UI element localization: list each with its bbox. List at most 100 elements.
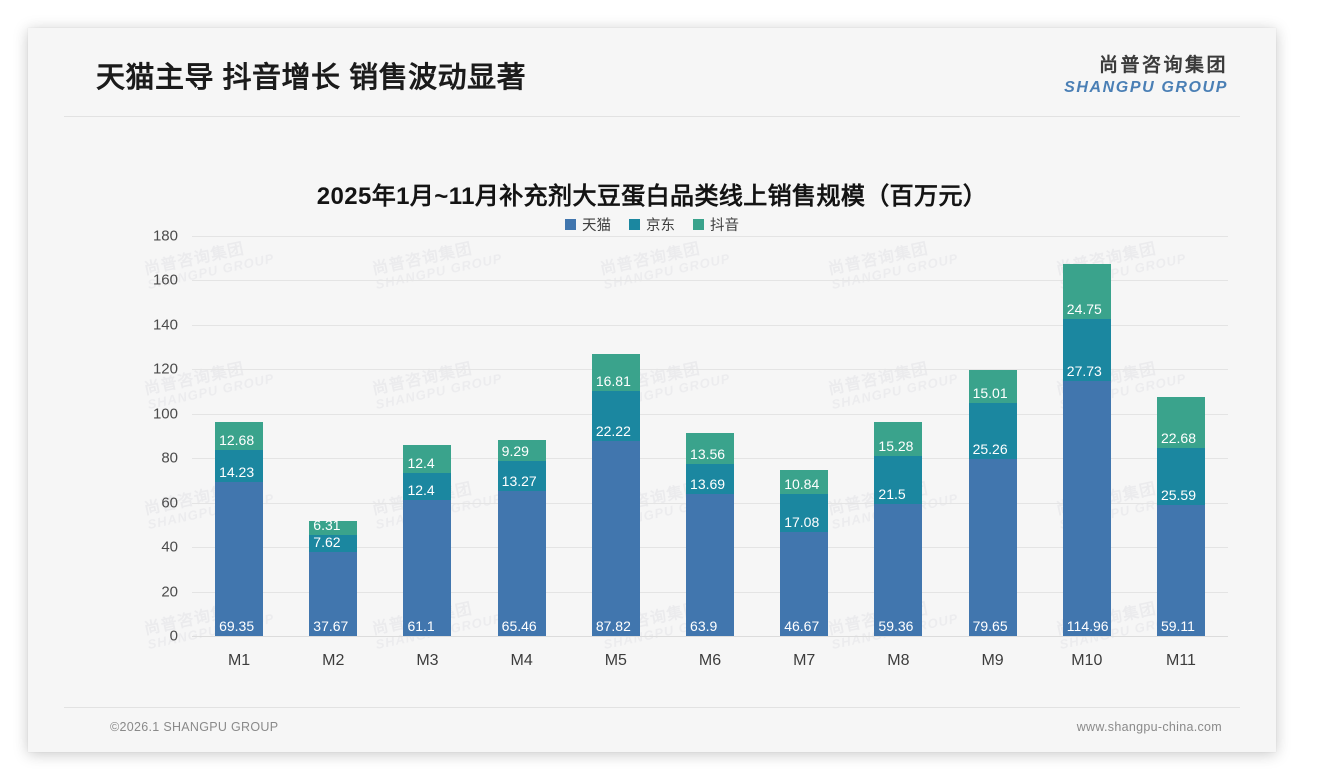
chart-bars: 12.68 14.23 69.35 6.31 7.62 37.67 12.4 12.4 61.1… bbox=[192, 236, 1228, 636]
bar-segment-天猫[interactable]: 37.67 bbox=[309, 552, 358, 636]
bar-segment-天猫[interactable]: 59.11 bbox=[1156, 504, 1205, 636]
bar-stack[interactable]: 15.28 21.5 59.36 bbox=[874, 422, 923, 636]
legend-item-天猫[interactable]: 天猫 bbox=[565, 214, 611, 235]
legend-item-京东[interactable]: 京东 bbox=[629, 214, 675, 235]
bar-value-label: 27.73 bbox=[1066, 362, 1102, 379]
bar-stack[interactable]: 10.84 17.08 46.67 bbox=[780, 470, 829, 636]
bar-stack[interactable]: 12.68 14.23 69.35 bbox=[215, 422, 264, 636]
bar-stack[interactable]: 22.68 25.59 59.11 bbox=[1156, 397, 1205, 636]
bar-value-label: 15.28 bbox=[878, 438, 914, 455]
bar-stack[interactable]: 13.56 13.69 63.9 bbox=[686, 433, 735, 636]
bar-segment-京东[interactable]: 17.08 bbox=[780, 494, 829, 533]
x-axis-label: M10 bbox=[1071, 652, 1103, 669]
bar-segment-京东[interactable]: 14.23 bbox=[215, 450, 264, 482]
bar-segment-抖音[interactable]: 6.31 bbox=[309, 517, 358, 536]
bar-value-label: 14.23 bbox=[219, 463, 255, 480]
legend-label: 抖音 bbox=[710, 218, 739, 234]
bar-value-label: 10.84 bbox=[784, 476, 820, 493]
bar-stack[interactable]: 9.29 13.27 65.46 bbox=[497, 440, 546, 636]
gridline bbox=[192, 636, 1228, 637]
bar-segment-京东[interactable]: 21.5 bbox=[874, 456, 923, 505]
y-axis-tick-label: 80 bbox=[161, 449, 178, 467]
bar-value-label: 13.27 bbox=[501, 472, 537, 489]
x-axis-label: M11 bbox=[1166, 652, 1196, 669]
bar-segment-京东[interactable]: 27.73 bbox=[1062, 318, 1111, 381]
bar-stack[interactable]: 15.01 25.26 79.65 bbox=[968, 369, 1017, 636]
bar-value-label: 7.62 bbox=[313, 534, 341, 551]
gridline bbox=[192, 236, 1228, 237]
bar-segment-抖音[interactable]: 15.01 bbox=[968, 369, 1017, 403]
legend-swatch-icon bbox=[693, 219, 704, 230]
legend-label: 京东 bbox=[646, 218, 675, 234]
bar-segment-天猫[interactable]: 61.1 bbox=[403, 500, 452, 636]
bar-segment-天猫[interactable]: 59.36 bbox=[874, 504, 923, 636]
bar-column[interactable]: 10.84 17.08 46.67 bbox=[757, 236, 851, 636]
footer-divider bbox=[64, 707, 1240, 708]
bar-value-label: 22.68 bbox=[1160, 429, 1197, 446]
bar-segment-京东[interactable]: 22.22 bbox=[591, 391, 640, 441]
bar-column[interactable]: 9.29 13.27 65.46 bbox=[475, 236, 569, 636]
bar-stack[interactable]: 6.31 7.62 37.67 bbox=[309, 517, 358, 636]
bar-column[interactable]: 16.81 22.22 87.82 bbox=[569, 236, 663, 636]
bar-segment-京东[interactable]: 25.59 bbox=[1156, 447, 1205, 505]
legend-swatch-icon bbox=[565, 219, 576, 230]
bar-segment-天猫[interactable]: 65.46 bbox=[497, 490, 546, 636]
bar-column[interactable]: 24.75 27.73 114.96 bbox=[1040, 236, 1134, 636]
legend-item-抖音[interactable]: 抖音 bbox=[693, 214, 739, 235]
x-axis-label: M5 bbox=[604, 652, 627, 669]
bar-value-label: 22.22 bbox=[595, 422, 631, 439]
bar-segment-抖音[interactable]: 22.68 bbox=[1156, 397, 1205, 448]
bar-value-label: 21.5 bbox=[878, 486, 906, 503]
bar-segment-天猫[interactable]: 63.9 bbox=[686, 494, 735, 636]
bar-segment-抖音[interactable]: 15.28 bbox=[874, 422, 923, 457]
bar-segment-京东[interactable]: 25.26 bbox=[968, 402, 1017, 459]
bar-segment-抖音[interactable]: 13.56 bbox=[686, 433, 735, 464]
bar-segment-天猫[interactable]: 79.65 bbox=[968, 459, 1017, 636]
bar-value-label: 12.4 bbox=[407, 454, 435, 471]
bar-value-label: 9.29 bbox=[501, 443, 529, 460]
bar-segment-抖音[interactable]: 12.68 bbox=[215, 422, 264, 451]
y-axis-tick-label: 60 bbox=[161, 494, 178, 512]
y-axis-tick-label: 0 bbox=[169, 627, 178, 645]
gridline bbox=[192, 324, 1228, 326]
bar-column[interactable]: 12.68 14.23 69.35 bbox=[192, 236, 286, 636]
bar-segment-京东[interactable]: 7.62 bbox=[309, 534, 358, 553]
chart-x-axis-labels: M1 M2 M3 M4 M5 M6 M7 M8 M9 M10 M11 bbox=[192, 638, 1228, 670]
bar-segment-抖音[interactable]: 16.81 bbox=[591, 354, 640, 392]
bar-value-label: 15.01 bbox=[972, 384, 1008, 401]
bar-segment-京东[interactable]: 12.4 bbox=[403, 472, 452, 501]
bar-stack[interactable]: 24.75 27.73 114.96 bbox=[1062, 263, 1111, 636]
bar-segment-天猫[interactable]: 46.67 bbox=[780, 532, 829, 636]
bar-segment-京东[interactable]: 13.69 bbox=[686, 463, 735, 494]
bar-column[interactable]: 6.31 7.62 37.67 bbox=[286, 236, 380, 636]
bar-column[interactable]: 15.01 25.26 79.65 bbox=[946, 236, 1040, 636]
bar-segment-抖音[interactable]: 9.29 bbox=[497, 440, 546, 462]
bar-segment-天猫[interactable]: 87.82 bbox=[591, 440, 640, 636]
bar-segment-抖音[interactable]: 24.75 bbox=[1062, 263, 1111, 319]
bar-value-label: 25.59 bbox=[1160, 486, 1197, 503]
bar-value-label: 37.67 bbox=[313, 618, 349, 634]
page-title: 天猫主导 抖音增长 销售波动显著 bbox=[96, 62, 527, 94]
bar-column[interactable]: 22.68 25.59 59.11 bbox=[1134, 236, 1228, 636]
bar-value-label: 59.36 bbox=[878, 618, 914, 634]
bar-value-label: 12.68 bbox=[219, 432, 255, 449]
bar-value-label: 63.9 bbox=[690, 618, 718, 634]
bar-stack[interactable]: 12.4 12.4 61.1 bbox=[403, 445, 452, 636]
bar-value-label: 114.96 bbox=[1066, 618, 1109, 634]
bar-column[interactable]: 15.28 21.5 59.36 bbox=[851, 236, 945, 636]
bar-segment-抖音[interactable]: 12.4 bbox=[403, 445, 452, 473]
gridline bbox=[192, 280, 1228, 282]
y-axis-tick-label: 180 bbox=[152, 227, 178, 245]
gridline bbox=[192, 413, 1228, 415]
bar-stack[interactable]: 16.81 22.22 87.82 bbox=[591, 354, 640, 636]
bar-segment-抖音[interactable]: 10.84 bbox=[780, 470, 829, 495]
bar-value-label: 24.75 bbox=[1066, 300, 1102, 317]
bar-column[interactable]: 13.56 13.69 63.9 bbox=[663, 236, 757, 636]
bar-value-label: 6.31 bbox=[313, 517, 341, 534]
bar-segment-天猫[interactable]: 69.35 bbox=[215, 481, 264, 636]
bar-column[interactable]: 12.4 12.4 61.1 bbox=[380, 236, 474, 636]
bar-segment-天猫[interactable]: 114.96 bbox=[1062, 380, 1111, 636]
y-axis-tick-label: 140 bbox=[152, 316, 178, 334]
x-axis-label: M1 bbox=[227, 652, 251, 669]
bar-segment-京东[interactable]: 13.27 bbox=[497, 461, 546, 491]
